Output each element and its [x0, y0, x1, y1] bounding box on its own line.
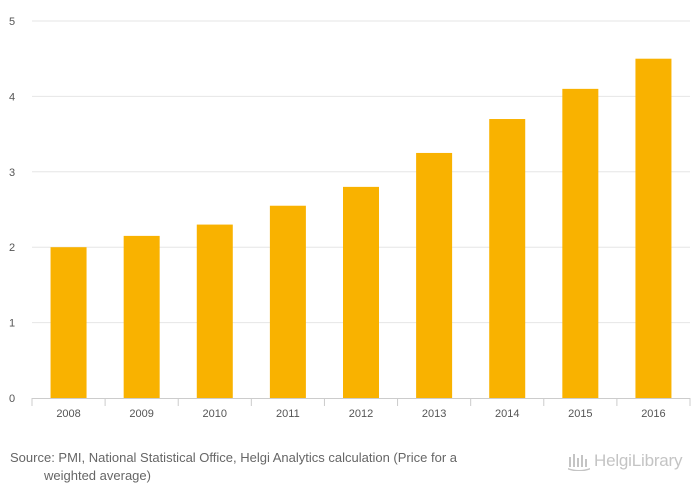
source-line-2: weighted average): [44, 468, 151, 483]
source-note: Source: PMI, National Statistical Office…: [10, 449, 530, 485]
helgi-library-logo-icon: [568, 454, 590, 471]
logo-text: HelgiLibrary: [594, 451, 683, 470]
helgi-library-logo[interactable]: HelgiLibrary: [568, 450, 683, 472]
bar-2011[interactable]: [269, 205, 306, 398]
bar-2015[interactable]: [562, 88, 599, 399]
x-tick-label: 2008: [56, 408, 80, 420]
y-tick-label: 0: [9, 393, 15, 405]
source-line-1: Source: PMI, National Statistical Office…: [10, 450, 458, 465]
x-tick-label: 2015: [568, 408, 592, 420]
bar-2010[interactable]: [196, 224, 233, 398]
x-tick-label: 2014: [495, 408, 519, 420]
bar-2014[interactable]: [489, 119, 526, 399]
y-tick-label: 4: [9, 91, 15, 103]
bar-2008[interactable]: [50, 247, 87, 398]
y-tick-label: 3: [9, 167, 15, 179]
y-tick-label: 1: [9, 318, 15, 330]
y-tick-label: 5: [9, 16, 15, 28]
x-tick-label: 2013: [422, 408, 446, 420]
bar-2009[interactable]: [123, 235, 160, 398]
bar-2013[interactable]: [416, 152, 453, 398]
bars: [50, 58, 672, 399]
x-tick-label: 2016: [641, 408, 665, 420]
x-tick-label: 2009: [129, 408, 153, 420]
x-tick-label: 2012: [349, 408, 373, 420]
y-axis-ticks: 0 1 2 3 4 5: [9, 16, 15, 405]
bar-2012[interactable]: [343, 186, 379, 398]
x-tick-label: 2010: [203, 408, 227, 420]
bar-2016[interactable]: [635, 58, 672, 398]
y-tick-label: 2: [9, 242, 15, 254]
x-tick-label: 2011: [276, 408, 300, 420]
x-axis: 2008 2009 2010 2011 2012 2013 2014 2015 2016: [31, 398, 691, 420]
